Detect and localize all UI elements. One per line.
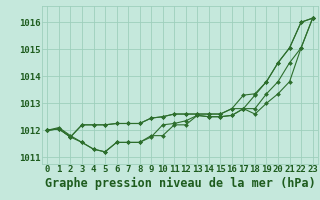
X-axis label: Graphe pression niveau de la mer (hPa): Graphe pression niveau de la mer (hPa) [44,177,316,190]
